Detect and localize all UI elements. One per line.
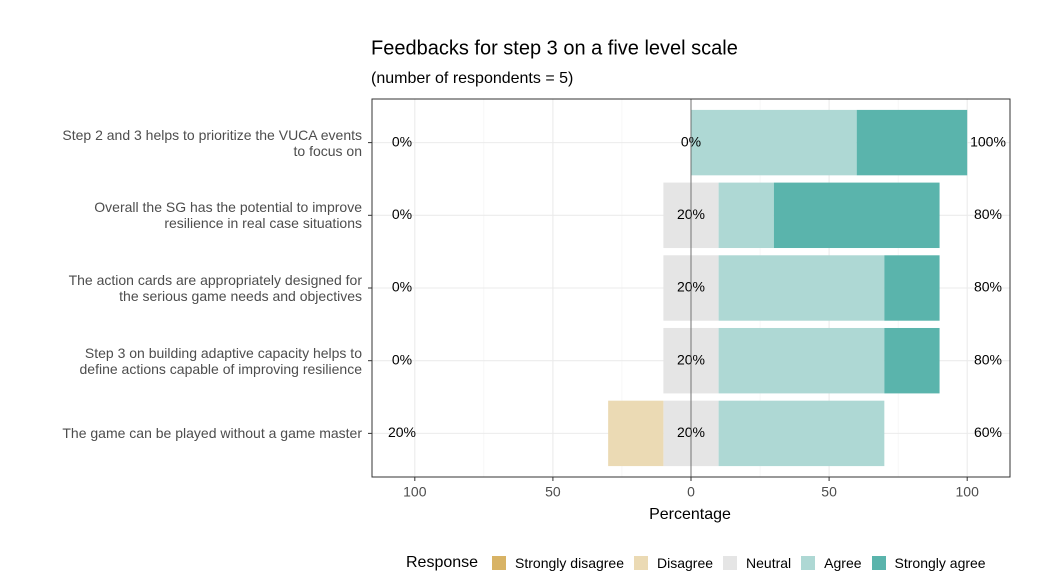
y-tick-label: The action cards are appropriately desig…	[68, 272, 362, 304]
left-label: 20%	[388, 424, 416, 440]
legend-item: Neutral	[723, 555, 791, 571]
plot-border	[371, 98, 1011, 478]
right-label: 80%	[974, 279, 1002, 295]
bar-segment	[884, 327, 940, 394]
left-label: 0%	[392, 206, 412, 222]
legend-label: Strongly disagree	[515, 555, 624, 571]
chart-subtitle: (number of respondents = 5)	[371, 70, 573, 87]
legend-label: Disagree	[657, 555, 714, 571]
y-tick-label: Step 2 and 3 helps to prioritize the VUC…	[62, 126, 362, 159]
right-label: 80%	[974, 206, 1002, 222]
legend-swatch	[871, 556, 886, 570]
legend-item: Agree	[801, 555, 862, 571]
right-label: 80%	[974, 351, 1002, 367]
bar-segment	[718, 327, 885, 394]
legend-swatch	[801, 556, 816, 570]
x-tick-label: 100	[956, 484, 980, 500]
x-axis-label: Percentage	[649, 506, 731, 523]
bar-segment	[718, 255, 885, 321]
x-tick-label: 50	[821, 484, 837, 500]
legend-label: Neutral	[746, 555, 792, 571]
y-tick-label: The game can be played without a game ma…	[62, 425, 362, 442]
left-label: 0%	[392, 279, 412, 295]
y-tick-label: Step 3 on building adaptive capacity hel…	[79, 344, 363, 377]
legend-swatch	[492, 556, 507, 570]
chart-title: Feedbacks for step 3 on a five level sca…	[371, 37, 738, 59]
bar-segment	[856, 109, 968, 176]
x-tick-label: 50	[545, 484, 561, 500]
x-tick-label: 0	[687, 484, 695, 500]
bar-segment	[718, 400, 885, 467]
legend-label: Strongly agree	[894, 555, 986, 571]
legend-item: Strongly agree	[871, 555, 986, 571]
bar-segment	[608, 400, 664, 467]
right-label: 60%	[974, 424, 1002, 440]
left-label: 0%	[392, 351, 412, 367]
legend: Response Strongly disagree Disagree Neutral…	[406, 552, 996, 574]
bar-segment	[691, 109, 857, 176]
legend-title: Response	[406, 554, 479, 571]
bar-segment	[718, 182, 774, 249]
legend-swatch	[723, 556, 738, 570]
legend-label: Agree	[824, 555, 862, 571]
legend-swatch	[634, 556, 648, 570]
y-tick-label: Overall the SG has the potential to impr…	[94, 199, 362, 232]
bar-segment	[884, 255, 940, 321]
bar-segment	[773, 182, 940, 249]
x-tick-label: 100	[403, 484, 427, 500]
legend-item: Strongly disagree	[492, 555, 624, 571]
legend-item: Disagree	[634, 555, 713, 571]
left-label: 0%	[392, 133, 412, 149]
right-label: 100%	[970, 133, 1006, 149]
